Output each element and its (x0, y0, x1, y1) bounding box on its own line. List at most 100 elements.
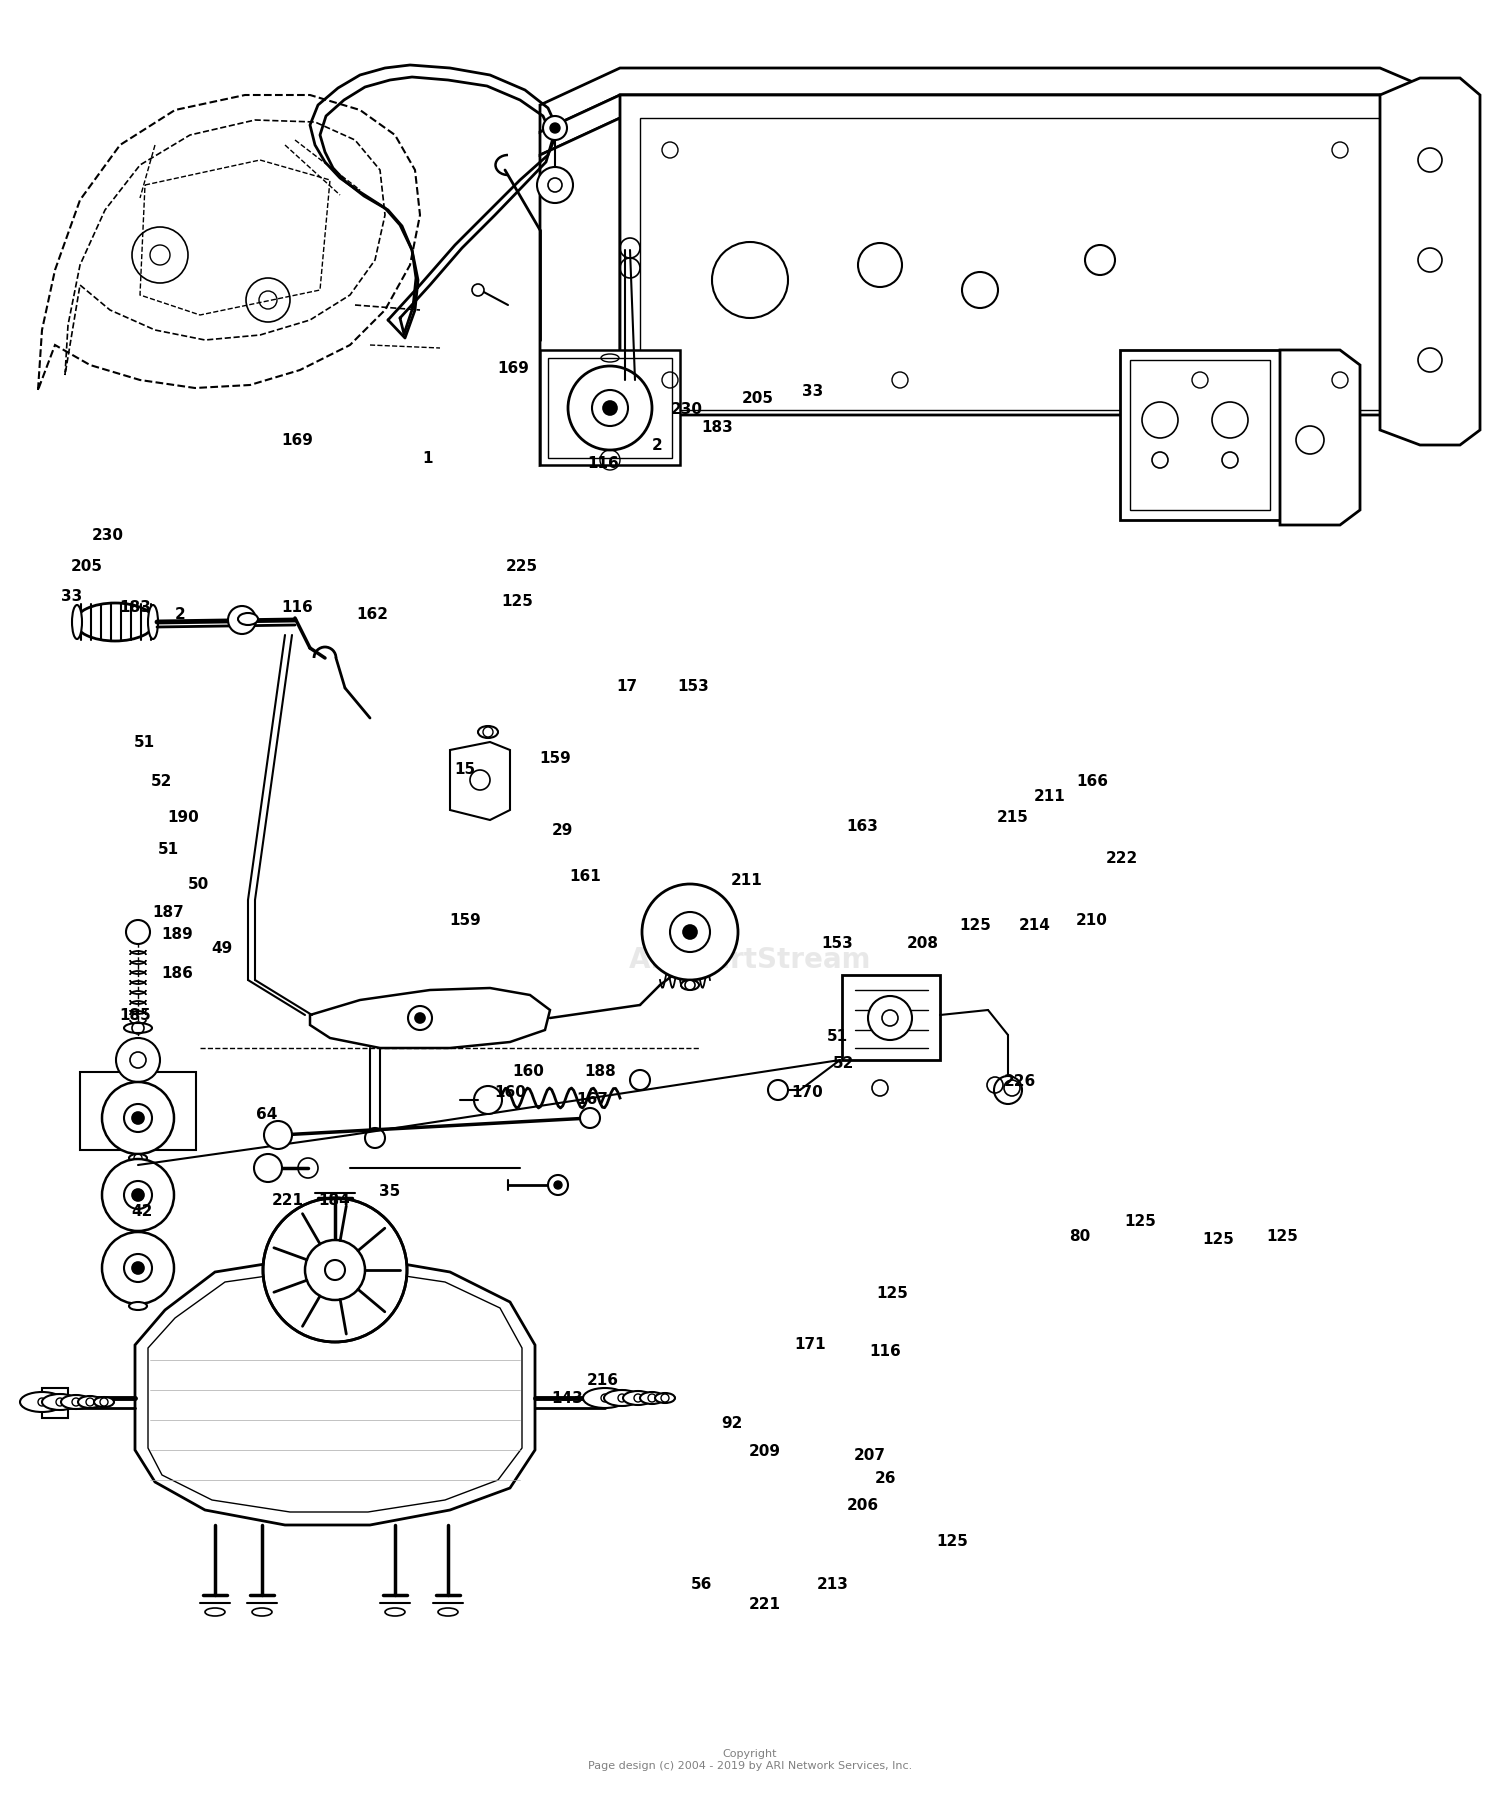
Ellipse shape (238, 613, 258, 625)
Polygon shape (1380, 77, 1480, 446)
Text: 51: 51 (827, 1030, 848, 1044)
Text: 207: 207 (853, 1448, 886, 1463)
Circle shape (603, 401, 616, 415)
Ellipse shape (656, 1393, 675, 1403)
Text: 188: 188 (584, 1064, 616, 1078)
Text: 153: 153 (676, 679, 710, 694)
Circle shape (264, 1121, 292, 1148)
Circle shape (262, 1199, 407, 1342)
Ellipse shape (94, 1396, 114, 1407)
Circle shape (364, 1129, 386, 1148)
Text: 186: 186 (160, 967, 194, 981)
Circle shape (868, 996, 912, 1040)
Polygon shape (1280, 350, 1360, 525)
Polygon shape (540, 95, 1420, 155)
Circle shape (228, 606, 256, 634)
Text: Copyright
Page design (c) 2004 - 2019 by ARI Network Services, Inc.: Copyright Page design (c) 2004 - 2019 by… (588, 1748, 912, 1770)
Text: 64: 64 (256, 1107, 278, 1121)
Ellipse shape (129, 1154, 147, 1163)
Text: 211: 211 (1034, 789, 1066, 803)
Text: 51: 51 (158, 843, 178, 857)
Polygon shape (310, 988, 550, 1048)
Text: 162: 162 (356, 607, 388, 622)
Ellipse shape (622, 1391, 652, 1405)
Text: 35: 35 (380, 1184, 400, 1199)
Polygon shape (540, 119, 620, 465)
Text: 116: 116 (280, 600, 314, 615)
Text: 205: 205 (70, 559, 104, 573)
Circle shape (630, 1069, 650, 1091)
Text: 214: 214 (1019, 918, 1052, 933)
Polygon shape (450, 742, 510, 819)
Text: 185: 185 (118, 1008, 152, 1022)
Circle shape (548, 1175, 568, 1195)
Ellipse shape (129, 1303, 147, 1310)
Text: 163: 163 (846, 819, 879, 834)
Ellipse shape (681, 979, 699, 990)
Ellipse shape (584, 1387, 627, 1409)
Circle shape (416, 1014, 424, 1022)
Text: 26: 26 (874, 1472, 896, 1486)
Text: 17: 17 (616, 679, 638, 694)
Ellipse shape (129, 1231, 147, 1238)
Ellipse shape (640, 1393, 664, 1403)
Ellipse shape (604, 1391, 640, 1405)
Polygon shape (540, 68, 1420, 131)
Circle shape (568, 367, 652, 449)
Text: 209: 209 (748, 1445, 782, 1459)
Polygon shape (80, 1073, 196, 1150)
Text: 205: 205 (741, 392, 774, 406)
Circle shape (682, 925, 698, 940)
Text: 125: 125 (958, 918, 992, 933)
Ellipse shape (62, 1394, 92, 1409)
Polygon shape (1120, 350, 1280, 519)
Text: 226: 226 (1004, 1075, 1036, 1089)
Text: 221: 221 (748, 1598, 782, 1612)
Circle shape (712, 243, 788, 318)
Circle shape (994, 1076, 1022, 1103)
Text: 189: 189 (160, 927, 194, 942)
Text: 222: 222 (1106, 852, 1138, 866)
Polygon shape (540, 350, 680, 465)
Circle shape (326, 1260, 345, 1279)
Text: 160: 160 (494, 1085, 526, 1100)
Circle shape (304, 1240, 364, 1299)
Text: 92: 92 (722, 1416, 742, 1430)
Circle shape (1084, 244, 1114, 275)
Circle shape (670, 913, 710, 952)
Circle shape (124, 1181, 152, 1209)
Text: 183: 183 (700, 420, 734, 435)
Circle shape (550, 122, 560, 133)
Text: 125: 125 (936, 1535, 969, 1549)
Polygon shape (620, 95, 1420, 429)
Text: 33: 33 (62, 589, 82, 604)
Text: 230: 230 (92, 528, 124, 543)
Text: 125: 125 (1202, 1233, 1234, 1247)
Text: 221: 221 (272, 1193, 304, 1208)
Text: 210: 210 (1076, 913, 1108, 927)
Text: 159: 159 (448, 913, 482, 927)
Circle shape (132, 1261, 144, 1274)
Ellipse shape (42, 1394, 78, 1411)
Text: 116: 116 (586, 456, 620, 471)
Text: 52: 52 (152, 775, 172, 789)
Text: 216: 216 (586, 1373, 620, 1387)
Text: 166: 166 (1076, 775, 1108, 789)
Circle shape (102, 1082, 174, 1154)
Polygon shape (135, 1260, 536, 1526)
Text: 208: 208 (906, 936, 939, 951)
Circle shape (554, 1181, 562, 1190)
Text: 52: 52 (833, 1057, 854, 1071)
Circle shape (472, 284, 484, 297)
Circle shape (537, 167, 573, 203)
Text: 125: 125 (1266, 1229, 1299, 1244)
Text: 211: 211 (730, 873, 764, 888)
Text: 80: 80 (1070, 1229, 1090, 1244)
Text: 169: 169 (280, 433, 314, 447)
Circle shape (102, 1159, 174, 1231)
Text: 15: 15 (454, 762, 476, 776)
Text: 183: 183 (118, 600, 152, 615)
Text: 215: 215 (996, 810, 1029, 825)
Circle shape (132, 1112, 144, 1123)
Text: 225: 225 (506, 559, 538, 573)
